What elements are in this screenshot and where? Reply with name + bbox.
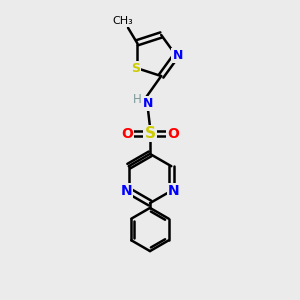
Text: N: N [168, 184, 179, 198]
Text: S: S [131, 62, 140, 75]
Text: CH₃: CH₃ [112, 16, 133, 26]
Text: H: H [133, 93, 142, 106]
Text: N: N [121, 184, 132, 198]
Text: N: N [172, 49, 183, 62]
Text: O: O [167, 127, 179, 140]
Text: S: S [145, 126, 155, 141]
Text: N: N [143, 97, 153, 110]
Text: O: O [121, 127, 133, 140]
